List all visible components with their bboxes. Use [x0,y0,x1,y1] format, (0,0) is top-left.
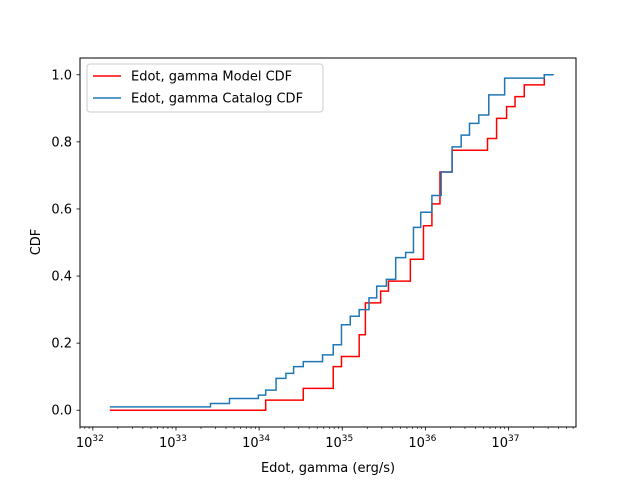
x-tick-label: 1033 [159,434,187,451]
x-tick-label: 1035 [325,434,353,451]
y-tick-label: 0.6 [51,202,72,217]
series-line-model [109,74,554,411]
x-tick-label: 1037 [491,434,519,451]
legend: Edot, gamma Model CDF Edot, gamma Catalo… [86,63,324,113]
x-axis-ticks: 1032 1033 1034 1035 1036 1037 [76,427,574,451]
x-axis-label: Edot, gamma (erg/s) [261,461,395,476]
y-tick-label: 0.0 [51,404,72,419]
legend-label-model: Edot, gamma Model CDF [131,70,292,85]
y-axis-label: CDF [29,229,44,256]
axes-frame [79,57,577,428]
x-tick-label: 1034 [242,434,270,451]
legend-label-catalog: Edot, gamma Catalog CDF [131,92,303,107]
x-tick-label: 1036 [408,434,436,451]
y-tick-label: 1.0 [51,68,72,83]
y-tick-label: 0.8 [51,135,72,150]
y-tick-label: 0.4 [51,270,72,285]
series-layer [109,74,554,411]
legend-frame [86,63,324,113]
y-tick-label: 0.2 [51,337,72,352]
y-axis-ticks: 0.0 0.2 0.4 0.6 0.8 1.0 [51,68,80,419]
series-line-catalog [109,74,554,408]
x-tick-label: 1032 [76,434,104,451]
